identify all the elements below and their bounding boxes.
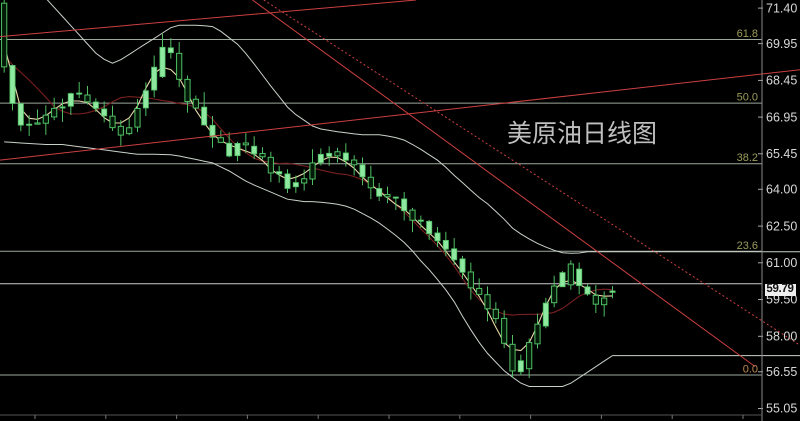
svg-text:38.2: 38.2 (737, 152, 758, 164)
svg-text:62.50: 62.50 (766, 219, 797, 233)
svg-text:0.0: 0.0 (743, 364, 758, 376)
svg-text:66.95: 66.95 (766, 110, 797, 124)
svg-text:64.00: 64.00 (766, 183, 797, 197)
svg-text:56.55: 56.55 (766, 365, 797, 379)
svg-text:71.40: 71.40 (766, 1, 797, 15)
svg-text:65.45: 65.45 (766, 147, 797, 161)
svg-text:美原油日线图: 美原油日线图 (507, 120, 657, 148)
svg-text:61.00: 61.00 (766, 256, 797, 270)
svg-text:61.8: 61.8 (737, 28, 758, 40)
svg-text:23.6: 23.6 (737, 240, 758, 252)
svg-text:50.0: 50.0 (737, 92, 758, 104)
svg-text:58.00: 58.00 (766, 330, 797, 344)
svg-text:55.05: 55.05 (766, 402, 797, 416)
svg-text:68.45: 68.45 (766, 74, 797, 88)
svg-text:69.95: 69.95 (766, 37, 797, 51)
